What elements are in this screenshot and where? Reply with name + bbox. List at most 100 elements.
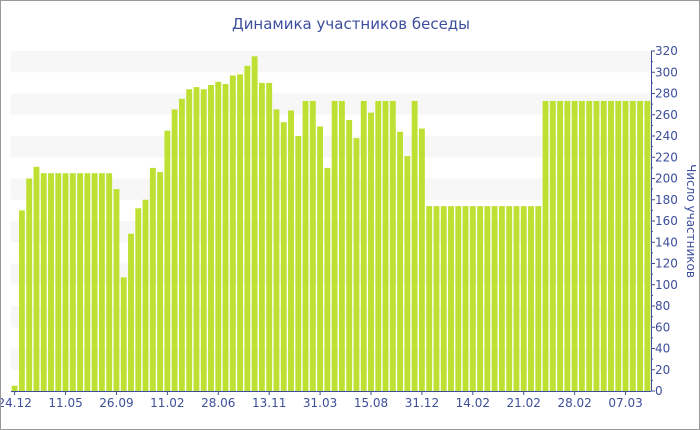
y-tick-label: 320 xyxy=(655,44,678,58)
y-tick-label: 280 xyxy=(655,87,678,101)
y-tick-label: 260 xyxy=(655,108,678,122)
y-tick-label: 80 xyxy=(655,299,670,313)
bar xyxy=(164,130,171,391)
bar xyxy=(382,100,389,391)
bar xyxy=(586,100,593,391)
y-tick-label: 240 xyxy=(655,129,678,143)
x-tick-label: 31.12 xyxy=(405,396,439,410)
grid-band xyxy=(11,178,651,200)
bar xyxy=(237,74,244,391)
bar xyxy=(120,277,127,391)
y-tick-label: 140 xyxy=(655,235,678,249)
bar xyxy=(455,206,462,391)
bar xyxy=(113,189,120,391)
x-tick-label: 13.11 xyxy=(252,396,286,410)
bar xyxy=(302,100,309,391)
bar xyxy=(84,173,91,391)
bar xyxy=(564,100,571,391)
bar xyxy=(608,100,614,391)
bar xyxy=(629,100,636,391)
bar xyxy=(498,206,505,391)
bar xyxy=(142,199,149,391)
bar xyxy=(571,100,578,391)
bar xyxy=(26,178,33,391)
bar xyxy=(346,120,353,391)
x-tick-label: 24.12 xyxy=(1,396,32,410)
y-tick-label: 200 xyxy=(655,172,678,186)
bar xyxy=(273,109,280,391)
bar xyxy=(469,206,476,391)
y-tick-label: 0 xyxy=(655,384,663,398)
bar xyxy=(178,98,185,391)
y-tick-label: 120 xyxy=(655,257,678,271)
x-tick-label: 28.06 xyxy=(201,396,235,410)
x-tick-label: 26.09 xyxy=(99,396,133,410)
bar xyxy=(535,206,542,391)
y-tick-label: 220 xyxy=(655,150,678,164)
bar xyxy=(266,82,273,391)
grid-band xyxy=(11,136,651,158)
bar xyxy=(11,385,18,391)
bar xyxy=(193,87,200,391)
bar xyxy=(411,100,418,391)
x-tick-label: 11.02 xyxy=(150,396,184,410)
x-tick-label: 15.08 xyxy=(354,396,388,410)
bar xyxy=(418,128,425,391)
bar xyxy=(448,206,454,391)
bar xyxy=(331,100,338,391)
bar xyxy=(215,81,222,391)
x-tick-label: 14.02 xyxy=(456,396,490,410)
y-tick-label: 160 xyxy=(655,214,678,228)
grid-band xyxy=(11,221,651,243)
bar xyxy=(506,206,513,391)
bar xyxy=(477,206,484,391)
grid-band xyxy=(11,348,651,370)
bar xyxy=(309,100,316,391)
bar xyxy=(542,100,549,391)
bar xyxy=(513,206,520,391)
bar xyxy=(397,131,404,391)
grid-band xyxy=(11,306,651,328)
bar xyxy=(637,100,644,391)
y-tick-label: 20 xyxy=(655,363,670,377)
bar xyxy=(91,173,98,391)
bar xyxy=(280,122,287,391)
bar xyxy=(368,112,374,391)
bar xyxy=(135,208,142,391)
bar xyxy=(208,85,214,391)
bar xyxy=(77,173,84,391)
bar xyxy=(62,173,69,391)
bar xyxy=(288,110,294,391)
bar xyxy=(462,206,469,391)
bar xyxy=(200,89,207,391)
bar xyxy=(258,82,265,391)
x-tick-label: 11.05 xyxy=(48,396,82,410)
bar xyxy=(360,100,367,391)
bar xyxy=(549,100,556,391)
bar xyxy=(593,100,600,391)
x-tick-label: 21.02 xyxy=(507,396,541,410)
bar xyxy=(622,100,629,391)
bar xyxy=(171,109,178,391)
y-axis-label: Число участников xyxy=(684,164,698,278)
bar xyxy=(491,206,498,391)
grid-band xyxy=(11,263,651,285)
bar xyxy=(484,206,491,391)
bar xyxy=(69,173,76,391)
y-tick-label: 40 xyxy=(655,342,670,356)
bar xyxy=(33,166,40,391)
bar xyxy=(244,65,251,391)
bar xyxy=(440,206,447,391)
x-tick-label: 31.03 xyxy=(303,396,337,410)
grid-band xyxy=(11,93,651,115)
bar xyxy=(222,83,229,391)
grid-band xyxy=(11,51,651,73)
x-tick-label: 28.02 xyxy=(557,396,591,410)
x-tick-label: 07.03 xyxy=(608,396,642,410)
bar xyxy=(615,100,622,391)
bar xyxy=(600,100,607,391)
bar xyxy=(40,173,47,391)
bar xyxy=(520,206,527,391)
bar xyxy=(389,100,396,391)
